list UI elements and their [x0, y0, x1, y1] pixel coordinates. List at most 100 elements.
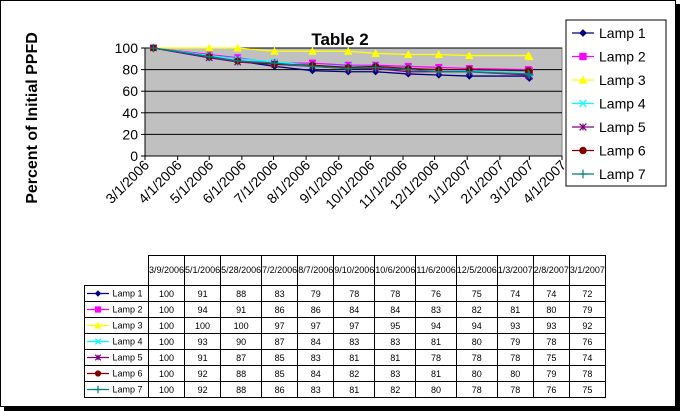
- table-cell: 86: [261, 381, 299, 398]
- data-point: [524, 69, 533, 79]
- data-point: [579, 52, 587, 61]
- table-cell: 74: [532, 285, 570, 302]
- table-cell: 84: [333, 301, 376, 318]
- table-legend-key: [86, 353, 110, 362]
- data-point: [94, 321, 102, 329]
- table-cell: 83: [374, 333, 417, 350]
- table-cell: 83: [415, 301, 457, 318]
- table-cell: 82: [374, 381, 417, 398]
- table-cell: 78: [333, 285, 376, 302]
- table-cell: 84: [297, 333, 335, 350]
- table-cell: 80: [532, 301, 570, 318]
- table-cell: 83: [297, 381, 335, 398]
- data-point: [233, 56, 242, 66]
- series-line: [153, 47, 530, 72]
- table-row-label: Lamp 4: [84, 333, 149, 350]
- table-cell: 78: [455, 349, 498, 366]
- frame-shadow-bottom: [4, 407, 680, 411]
- table-legend-key: [86, 289, 110, 298]
- data-point: [308, 67, 317, 75]
- data-point: [578, 169, 588, 179]
- table-cell: 94: [455, 317, 498, 334]
- x-axis-ticks: 3/1/20064/1/20065/1/20066/1/20067/1/2006…: [102, 156, 569, 212]
- table-cell: 78: [568, 365, 606, 382]
- table-cell: 94: [184, 301, 222, 318]
- table-cell: 79: [568, 301, 606, 318]
- table-column-header: 12/5/2006: [455, 255, 498, 286]
- table-cell: 85: [261, 365, 299, 382]
- y-tick-label: 80: [122, 62, 138, 78]
- table-cell: 83: [297, 349, 335, 366]
- table-column-header: 3/1/2007: [568, 255, 606, 286]
- table-cell: 88: [220, 365, 263, 382]
- legend-item: Lamp 7: [572, 166, 646, 182]
- table-cell: 79: [297, 285, 335, 302]
- table-cell: 100: [147, 317, 186, 334]
- series-line: [153, 47, 530, 76]
- table-row: Lamp 6 100 92 88 85 84 82 83 81 80 80 79 78: [84, 365, 606, 382]
- legend-label: Lamp 5: [599, 119, 646, 135]
- table-row: Lamp 4 100 93 90 87 84 83 83 81 80 79 78 76: [84, 333, 606, 350]
- table-cell: 88: [220, 381, 263, 398]
- table-legend-key: [86, 369, 110, 378]
- table-cell: 79: [496, 333, 534, 350]
- table-column-header: 8/7/2006: [297, 255, 335, 286]
- y-tick-label: 60: [122, 83, 138, 99]
- legend-label: Lamp 3: [599, 72, 646, 88]
- data-point: [579, 29, 587, 37]
- legend-item: Lamp 3: [572, 72, 646, 88]
- data-point: [308, 62, 317, 71]
- table-cell: 83: [374, 365, 417, 382]
- table-cell: 81: [415, 365, 457, 382]
- table-cell: 100: [147, 365, 186, 382]
- data-point: [579, 123, 587, 131]
- table-column-header: 5/28/2006: [220, 255, 263, 286]
- table-cell: 82: [333, 365, 376, 382]
- series-7: [149, 43, 534, 80]
- table-cell: 92: [568, 317, 606, 334]
- table-legend-key: [86, 337, 110, 346]
- data-point: [371, 49, 380, 57]
- legend-label: Lamp 7: [599, 166, 646, 182]
- data-point: [465, 51, 474, 60]
- legend-label: Lamp 6: [599, 143, 646, 159]
- table-cell: 75: [532, 349, 570, 366]
- data-point: [94, 354, 102, 362]
- plot-area: [144, 47, 563, 157]
- data-point: [344, 46, 353, 55]
- data-point: [94, 338, 102, 346]
- data-point: [94, 306, 102, 313]
- series-3: [149, 43, 534, 61]
- table-header-row: 3/9/2006 5/1/2006 5/28/2006 7/2/2006 8/7/200…: [84, 255, 606, 286]
- y-tick-label: 0: [130, 148, 138, 164]
- legend-label: Lamp 4: [599, 96, 646, 112]
- table-cell: 90: [220, 333, 263, 350]
- data-point: [525, 52, 534, 61]
- data-point: [149, 43, 158, 53]
- table-cell: 78: [374, 285, 417, 302]
- legend: Lamp 1 Lamp 2 Lamp 3 Lamp 4 Lamp 5 Lamp 6 Lamp…: [565, 19, 667, 187]
- table-legend-key: [86, 321, 110, 330]
- table-cell: 84: [297, 365, 335, 382]
- table-column-header: 11/6/2006: [415, 255, 457, 286]
- table-legend-key: [86, 385, 110, 394]
- y-tick-label: 20: [122, 126, 138, 142]
- table-column-header: 2/8/2007: [532, 255, 570, 286]
- table-row: Lamp 7 100 92 88 86 83 81 82 80 78 78 76 75: [84, 381, 606, 398]
- data-point: [205, 43, 214, 52]
- data-point: [94, 290, 102, 298]
- y-axis-ticks: 0 20 40 60 80 100: [115, 40, 562, 164]
- table-cell: 87: [261, 333, 299, 350]
- table-corner: [84, 255, 149, 286]
- table-cell: 92: [184, 365, 222, 382]
- table-column-header: 10/6/2006: [374, 255, 417, 286]
- frame-shadow-right: [676, 4, 680, 411]
- data-point: [270, 46, 279, 55]
- table-row-label: Lamp 6: [84, 365, 149, 382]
- table-cell: 79: [532, 365, 570, 382]
- table-cell: 76: [415, 285, 457, 302]
- table-cell: 94: [415, 317, 457, 334]
- table-cell: 78: [496, 381, 534, 398]
- chart-title: Table 2: [311, 30, 368, 49]
- table-cell: 87: [220, 349, 263, 366]
